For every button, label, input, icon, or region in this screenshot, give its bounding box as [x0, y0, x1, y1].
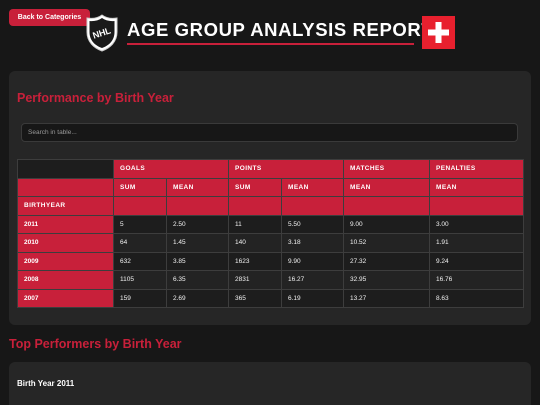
- performance-card: Performance by Birth Year GOALS POINTS M…: [9, 71, 531, 325]
- value-cell: 13.27: [343, 288, 431, 308]
- swiss-flag-icon: [422, 16, 455, 49]
- page-title: AGE GROUP ANALYSIS REPORT: [127, 19, 434, 40]
- value-cell: 1.91: [429, 233, 525, 253]
- value-cell: 1623: [228, 251, 282, 271]
- table-group-header-row: GOALS POINTS MATCHES PENALTIES: [17, 159, 525, 179]
- group-header-goals[interactable]: GOALS: [113, 159, 229, 179]
- value-cell: 632: [113, 251, 167, 271]
- table-row: 2011 5 2.50 11 5.50 9.00 3.00: [17, 214, 525, 234]
- value-cell: 27.32: [343, 251, 431, 271]
- subheader-goals-sum[interactable]: SUM: [113, 177, 167, 197]
- value-cell: 16.27: [280, 270, 345, 290]
- year-cell: 2010: [17, 233, 114, 253]
- value-cell: 5: [113, 214, 167, 234]
- subheader-goals-mean[interactable]: MEAN: [166, 177, 229, 197]
- value-cell: 10.52: [343, 233, 431, 253]
- table-row: 2009 632 3.85 1623 9.90 27.32 9.24: [17, 251, 525, 271]
- birth-year-card-title: Birth Year 2011: [17, 379, 75, 388]
- table-subheader-spacer: [17, 177, 114, 197]
- value-cell: 3.00: [429, 214, 525, 234]
- table-row: 2010 64 1.45 140 3.18 10.52 1.91: [17, 233, 525, 253]
- nhl-logo-icon: NHL: [86, 14, 118, 52]
- value-cell: 1105: [113, 270, 167, 290]
- value-cell: 2.69: [166, 288, 229, 308]
- value-cell: 159: [113, 288, 167, 308]
- value-cell: 9.00: [343, 214, 431, 234]
- back-to-categories-button[interactable]: Back to Categories: [9, 9, 90, 26]
- group-header-penalties[interactable]: PENALTIES: [429, 159, 525, 179]
- value-cell: 140: [228, 233, 282, 253]
- table-search-input[interactable]: [21, 123, 518, 142]
- top-performers-card: Birth Year 2011: [9, 362, 531, 405]
- subheader-points-mean[interactable]: MEAN: [280, 177, 345, 197]
- performance-section-title: Performance by Birth Year: [17, 91, 174, 105]
- value-cell: 1.45: [166, 233, 229, 253]
- year-cell: 2007: [17, 288, 114, 308]
- value-cell: 16.76: [429, 270, 525, 290]
- birthyear-column-header[interactable]: BIRTHYEAR: [17, 196, 114, 216]
- table-corner-cell: [17, 159, 114, 179]
- top-performers-section-title: Top Performers by Birth Year: [9, 337, 182, 351]
- value-cell: 2831: [228, 270, 282, 290]
- value-cell: 3.85: [166, 251, 229, 271]
- table-subheader-row: SUM MEAN SUM MEAN MEAN MEAN: [17, 177, 525, 197]
- value-cell: 3.18: [280, 233, 345, 253]
- group-header-points[interactable]: POINTS: [227, 159, 345, 179]
- year-cell: 2011: [17, 214, 114, 234]
- title-underline: [127, 43, 414, 45]
- table-row: 2007 159 2.69 365 6.19 13.27 8.63: [17, 288, 525, 308]
- value-cell: 2.50: [166, 214, 229, 234]
- year-cell: 2008: [17, 270, 114, 290]
- value-cell: 6.35: [166, 270, 229, 290]
- value-cell: 32.95: [343, 270, 431, 290]
- group-header-matches[interactable]: MATCHES: [343, 159, 431, 179]
- subheader-points-sum[interactable]: SUM: [228, 177, 282, 197]
- value-cell: 6.19: [280, 288, 345, 308]
- value-cell: 9.24: [429, 251, 525, 271]
- value-cell: 8.63: [429, 288, 525, 308]
- subheader-penalties-mean[interactable]: MEAN: [429, 177, 525, 197]
- year-cell: 2009: [17, 251, 114, 271]
- value-cell: 11: [228, 214, 282, 234]
- performance-table: GOALS POINTS MATCHES PENALTIES SUM MEAN …: [17, 159, 525, 308]
- table-rowheader-row: BIRTHYEAR: [17, 196, 525, 216]
- value-cell: 9.90: [280, 251, 345, 271]
- value-cell: 5.50: [280, 214, 345, 234]
- table-row: 2008 1105 6.35 2831 16.27 32.95 16.76: [17, 270, 525, 290]
- value-cell: 365: [228, 288, 282, 308]
- subheader-matches-mean[interactable]: MEAN: [343, 177, 431, 197]
- value-cell: 64: [113, 233, 167, 253]
